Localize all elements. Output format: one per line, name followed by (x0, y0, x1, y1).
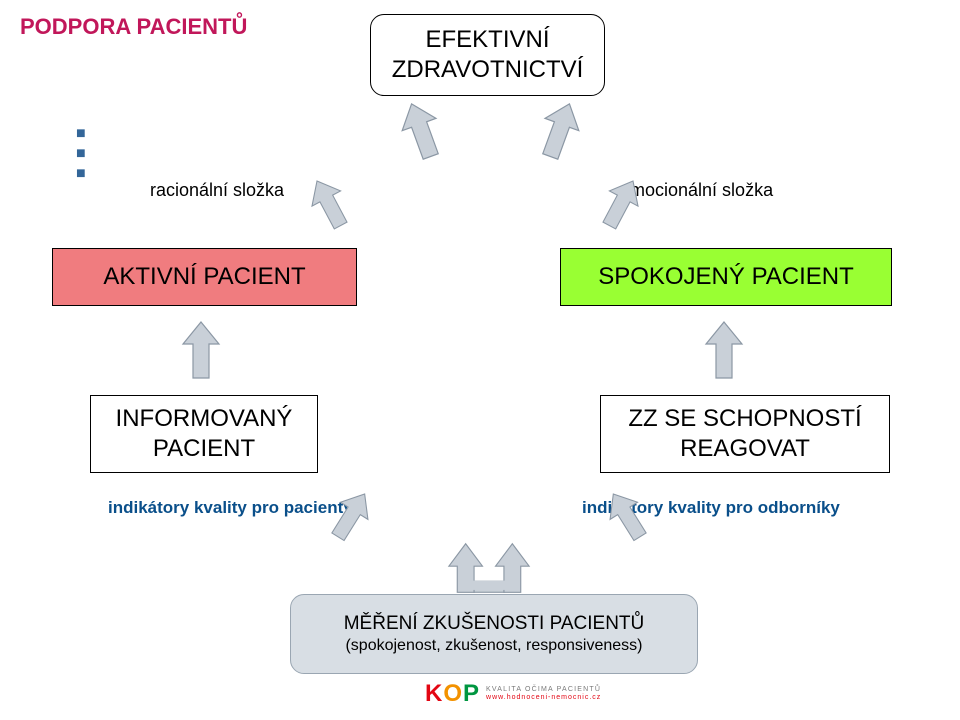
kop-text: KVALITA OČIMA PACIENTŮ www.hodnoceni-nem… (486, 686, 601, 701)
page-title: PODPORA PACIENTŮ (20, 14, 247, 40)
diagram-canvas: PODPORA PACIENTŮ EFEKTIVNÍZDRAVOTNICTVÍ … (0, 0, 960, 720)
box-line: AKTIVNÍ PACIENT (103, 262, 305, 292)
box-line: MĚŘENÍ ZKUŠENOSTI PACIENTŮ (344, 612, 645, 636)
box-line: ZZ SE SCHOPNOSTÍ (628, 404, 861, 434)
kop-line2: www.hodnoceni-nemocnic.cz (486, 694, 601, 702)
kop-k: K (425, 680, 443, 707)
box-line: INFORMOVANÝ (116, 404, 293, 434)
kop-p: P (463, 680, 480, 707)
bullet-list (36, 126, 94, 186)
box-efektivni-zdravotnictvi: EFEKTIVNÍZDRAVOTNICTVÍ (370, 14, 605, 96)
box-line: EFEKTIVNÍ (425, 25, 549, 55)
kop-line1: KVALITA OČIMA PACIENTŮ (486, 686, 601, 694)
bullet-3 (76, 166, 94, 182)
arrow-top-right (525, 94, 592, 171)
kop-logo: KOP (425, 680, 480, 708)
arrow-mid-left (298, 170, 361, 241)
arrow-bot-left (317, 482, 382, 553)
page-title-text: PODPORA PACIENTŮ (20, 14, 247, 39)
box-informovany-pacient: INFORMOVANÝPACIENT (90, 395, 318, 473)
bullet-1 (76, 126, 94, 142)
box-line: REAGOVAT (680, 434, 810, 464)
box-line: ZDRAVOTNICTVÍ (392, 55, 584, 85)
arrow-low-right (704, 320, 744, 385)
bullet-2 (76, 146, 94, 162)
box-line: (spokojenost, zkušenost, responsiveness) (345, 636, 642, 656)
arrow-top-left (388, 94, 455, 171)
label-racionalni: racionální složka (150, 180, 284, 201)
box-spokojeny-pacient: SPOKOJENÝ PACIENT (560, 248, 892, 306)
label-indikatory-pacienty: indikátory kvality pro pacienty (108, 498, 353, 518)
kop-o: O (443, 680, 463, 707)
box-aktivni-pacient: AKTIVNÍ PACIENT (52, 248, 357, 306)
kop-logo-block: KOP KVALITA OČIMA PACIENTŮ www.hodnoceni… (425, 680, 601, 708)
arrow-center-bot (444, 540, 534, 601)
arrow-low-left (181, 320, 221, 385)
arrow-bot-right (595, 482, 660, 553)
box-zz-schopnosti-reagovat: ZZ SE SCHOPNOSTÍREAGOVAT (600, 395, 890, 473)
box-line: SPOKOJENÝ PACIENT (598, 262, 854, 292)
box-mereni-zkusenosti: MĚŘENÍ ZKUŠENOSTI PACIENTŮ(spokojenost, … (290, 594, 698, 674)
box-line: PACIENT (153, 434, 255, 464)
